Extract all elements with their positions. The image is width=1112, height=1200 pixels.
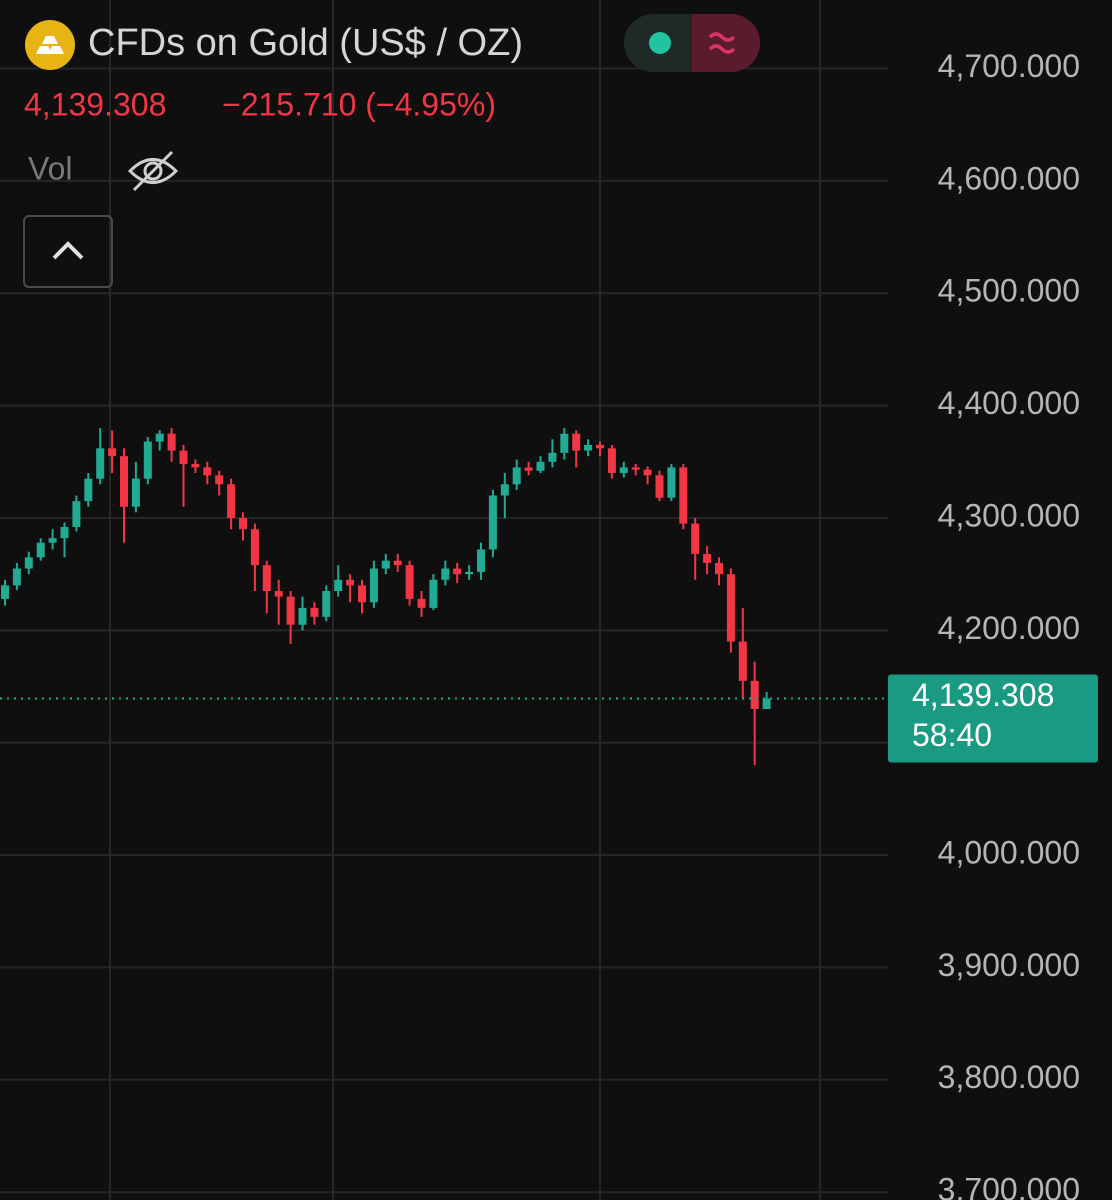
candle-body: [762, 698, 771, 709]
candle-body: [310, 607, 319, 617]
candle-body: [417, 598, 426, 608]
candle-body: [643, 469, 652, 476]
y-tick-label: 4,700.000: [938, 48, 1080, 84]
grid: 3,700.000 3,800.000 3,900.000 4,000.000 4,20…: [0, 48, 1080, 1200]
y-tick-label: 4,500.000: [938, 273, 1080, 309]
candle-body: [60, 526, 69, 539]
candle-body: [358, 585, 366, 603]
candle-body: [655, 475, 664, 498]
candle-body: [572, 433, 581, 451]
candle-body: [108, 448, 117, 457]
candle-body: [512, 467, 521, 485]
last-price: 4,139.308: [24, 86, 166, 122]
candle-body: [703, 553, 712, 563]
candle-body: [131, 478, 140, 507]
candle-body: [48, 538, 57, 543]
last-price-label: 4,139.308: [912, 677, 1054, 713]
candle-body: [619, 467, 628, 474]
symbol-icon: [25, 20, 75, 70]
price-change: −215.710 (−4.95%): [222, 86, 496, 122]
y-tick-label: 4,600.000: [938, 160, 1080, 196]
candle-body: [72, 501, 81, 527]
eye-icon[interactable]: [127, 150, 179, 192]
candle-body: [298, 607, 307, 625]
y-tick-label: 4,300.000: [938, 497, 1080, 533]
candle-body: [227, 484, 236, 518]
y-tick-label: 4,400.000: [938, 385, 1080, 421]
candle-body: [179, 450, 188, 465]
candle-body: [453, 568, 462, 575]
candle-body: [631, 467, 640, 470]
candle-body: [488, 495, 497, 550]
candle-body: [274, 591, 283, 597]
candle-body: [393, 560, 402, 566]
toggle-right-fill: [692, 14, 722, 72]
candle-body: [596, 444, 604, 449]
symbol-title: CFDs on Gold (US$ / OZ): [88, 22, 523, 64]
y-tick-label: 4,000.000: [938, 835, 1080, 871]
candle-body: [405, 565, 414, 599]
candle-body: [96, 448, 105, 479]
candle-body: [1, 585, 9, 599]
vol-label: Vol: [28, 150, 72, 186]
candle-body: [607, 448, 616, 474]
candle-body: [155, 433, 164, 442]
candle-body: [120, 456, 128, 507]
last-price-box: [888, 674, 1098, 763]
candle-body: [691, 523, 700, 554]
candle-body: [84, 478, 93, 502]
candle-body: [250, 529, 259, 566]
candle-body: [24, 557, 33, 569]
candle-body: [334, 579, 343, 592]
candle-body: [12, 568, 21, 586]
candle-body: [500, 484, 509, 496]
time-grid: [109, 0, 821, 1200]
candle-body: [381, 560, 390, 569]
candle-body: [738, 641, 747, 681]
candle-body: [715, 562, 723, 575]
candle-body: [167, 433, 176, 451]
y-tick-label: 4,200.000: [938, 610, 1080, 646]
candle-body: [524, 467, 533, 471]
y-tick-label: 3,700.000: [938, 1172, 1080, 1200]
candle-body: [262, 565, 271, 592]
candle-body: [239, 517, 247, 530]
candle-body: [441, 568, 450, 580]
candle-body: [369, 568, 378, 603]
candle-body: [548, 452, 557, 462]
countdown: 58:40: [912, 717, 992, 753]
candle-body: [667, 467, 676, 498]
toggle-dot: [649, 32, 671, 54]
candle-body: [215, 475, 224, 485]
candle-body: [346, 579, 355, 586]
candle-body: [36, 542, 45, 558]
collapse-button[interactable]: [23, 215, 113, 288]
candle-body: [191, 464, 200, 468]
candle-body: [203, 467, 212, 476]
candle-body: [679, 467, 688, 524]
candles: [1, 428, 771, 766]
candle-body: [536, 461, 545, 471]
candle-body: [322, 591, 331, 617]
y-tick-label: 3,900.000: [938, 947, 1080, 983]
candle-body: [560, 433, 569, 453]
candle-body: [726, 574, 735, 642]
candle-body: [465, 571, 474, 575]
chevron-up: [52, 241, 84, 260]
y-tick-label: 3,800.000: [938, 1059, 1080, 1095]
candle-body: [143, 441, 152, 479]
candle-body: [477, 549, 485, 572]
candle-body: [750, 680, 759, 709]
candle-body: [584, 444, 593, 451]
overlay: CFDs on Gold (US$ / OZ) 4,139.308 −215.7…: [23, 14, 760, 288]
toggle-wave: [708, 32, 736, 54]
gold-bars: [36, 36, 64, 54]
candle-body: [286, 596, 295, 625]
candle-body: [429, 579, 438, 608]
